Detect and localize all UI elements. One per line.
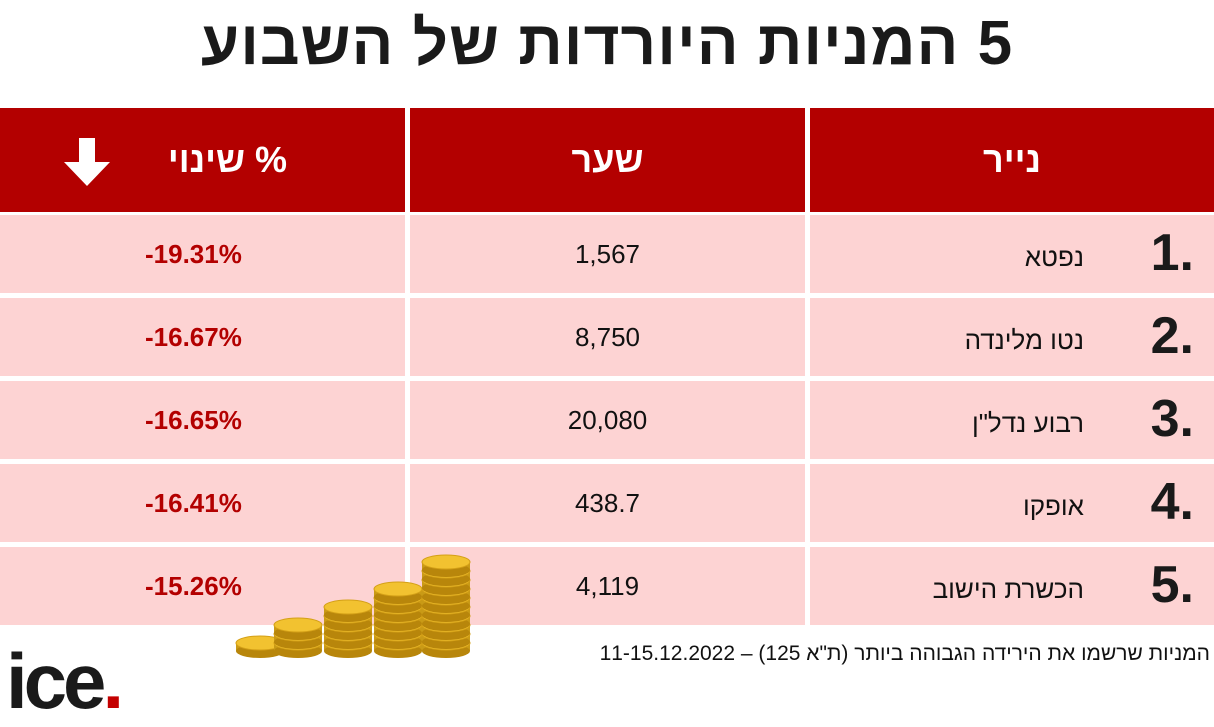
rank: 3. (1150, 390, 1194, 448)
row-cell (810, 215, 1214, 293)
title: 5 המניות היורדות של השבוע (200, 9, 1014, 78)
change: -16.67% (0, 298, 405, 376)
stock-name: הכשרת הישוב (932, 574, 1084, 604)
stock-name: אופקו (1022, 491, 1084, 521)
coin (273, 617, 323, 640)
rank: 1. (1150, 224, 1194, 282)
header-cell: נייר (810, 108, 1214, 212)
change: -16.41% (0, 464, 405, 542)
logo: ice. (6, 636, 124, 727)
stock-name: נפטא (1024, 242, 1084, 272)
row-cell (810, 547, 1214, 625)
price: 4,119 (410, 547, 805, 625)
row-cell (810, 464, 1214, 542)
rank: 5. (1150, 556, 1194, 614)
price: 1,567 (410, 215, 805, 293)
footer-note: המניות שרשמו את הירידה הגבוהה ביותר (ת"א… (599, 642, 1210, 665)
stock-name: רבוע נדל"ן (971, 408, 1084, 438)
coin (323, 599, 373, 622)
coin (373, 581, 423, 604)
change: -16.65% (0, 381, 405, 459)
row-cell (810, 298, 1214, 376)
coin (421, 554, 471, 577)
price: 8,750 (410, 298, 805, 376)
row-cell (810, 381, 1214, 459)
change: -15.26% (0, 547, 405, 625)
stock-name: נטו מלינדה (964, 325, 1084, 355)
header-cell: שער (410, 108, 805, 212)
rank: 4. (1150, 473, 1194, 531)
logo-text: ice (6, 637, 106, 725)
price: 20,080 (410, 381, 805, 459)
down-arrow (64, 138, 110, 186)
price: 438.7 (410, 464, 805, 542)
logo-dot: . (102, 637, 124, 725)
coins (235, 554, 471, 658)
rank: 2. (1150, 307, 1194, 365)
coin (235, 635, 285, 658)
header-cell: % שינוי (0, 108, 405, 212)
change: -19.31% (0, 215, 405, 293)
